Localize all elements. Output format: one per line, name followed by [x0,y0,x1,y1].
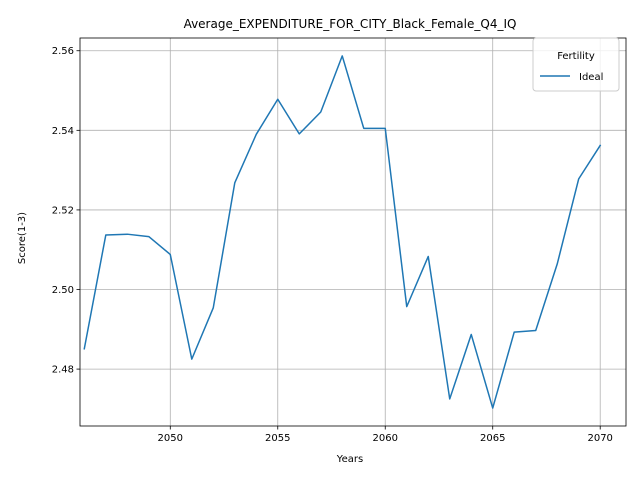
legend: Fertility Ideal [532,37,620,92]
series-line-ideal [83,55,602,409]
axes: 2050 2055 2060 2065 2070 2.48 2.50 2.52 2.54 2.56 [52,37,627,444]
y-axis-label: Score(1-3) [17,212,28,264]
series-layer [83,55,602,409]
x-axis-label: Years [336,454,363,465]
y-tick-label: 2.48 [52,365,74,376]
y-tick-label: 2.52 [52,205,74,216]
x-tick-label: 2070 [587,433,612,444]
legend-box [532,37,620,92]
x-tick-label: 2050 [158,433,183,444]
x-tick-label: 2065 [480,433,505,444]
x-tick-label: 2060 [373,433,398,444]
legend-label-ideal: Ideal [579,72,603,83]
legend-title: Fertility [557,51,595,62]
chart-title: Average_EXPENDITURE_FOR_CITY_Black_Femal… [184,17,517,31]
plot-frame [79,37,627,427]
y-tick-label: 2.56 [52,46,74,57]
y-tick-label: 2.54 [52,126,74,137]
y-tick-label: 2.50 [52,285,74,296]
x-tick-label: 2055 [265,433,290,444]
